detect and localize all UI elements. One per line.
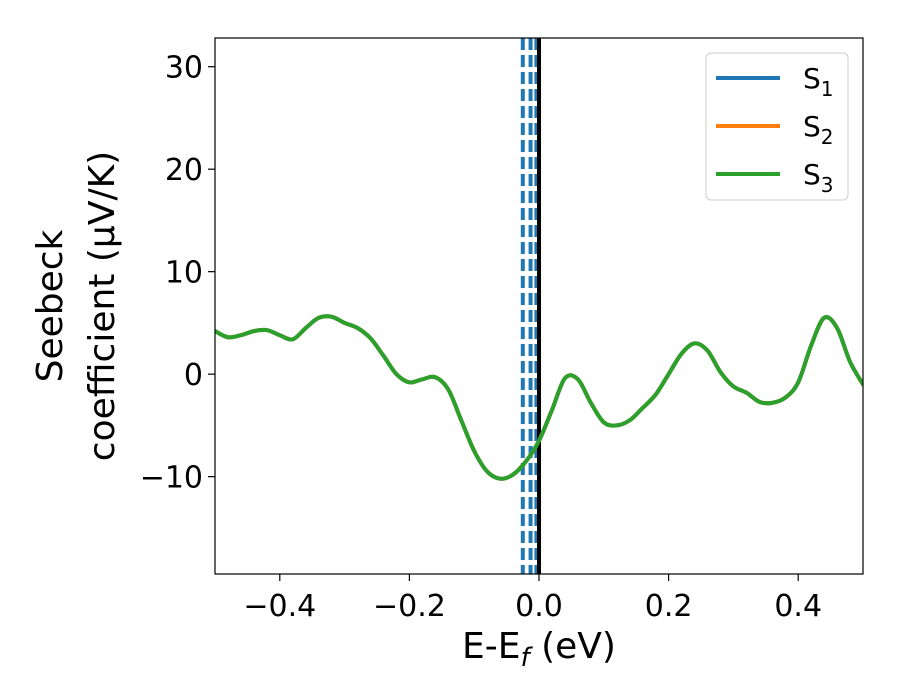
y-ticks: −10 0 10 20 30 (140, 51, 215, 496)
x-tick-label: 0.0 (515, 589, 563, 624)
legend-label: S1 (803, 62, 834, 101)
x-tick-label: −0.2 (373, 589, 446, 624)
y-tick-label: 20 (165, 153, 203, 188)
y-axis-label-line1: Seebeck (30, 229, 71, 382)
y-tick-label: 0 (184, 358, 203, 393)
vertical-lines (520, 38, 541, 574)
y-axis-label-line2: coefficient (μV/K) (82, 151, 123, 461)
x-axis-label-tail: (eV) (530, 626, 616, 667)
y-tick-label: 10 (165, 256, 203, 291)
y-tick-label: −10 (140, 461, 203, 496)
y-axis-label: Seebeck coefficient (μV/K) (30, 151, 123, 461)
legend: S1 S2 S3 (705, 52, 849, 201)
y-tick-label: 30 (165, 51, 203, 86)
x-axis-label: E-Ef (eV) (462, 626, 616, 673)
x-axis-label-main: E-E (462, 626, 520, 667)
legend-label: S2 (803, 110, 834, 149)
series-line-S3 (215, 314, 863, 481)
series-lines (215, 314, 863, 481)
x-tick-label: 0.2 (645, 589, 693, 624)
x-ticks: −0.4 −0.2 0.0 0.2 0.4 (243, 574, 822, 624)
x-tick-label: −0.4 (243, 589, 316, 624)
x-tick-label: 0.4 (774, 589, 822, 624)
legend-label: S3 (803, 158, 834, 197)
